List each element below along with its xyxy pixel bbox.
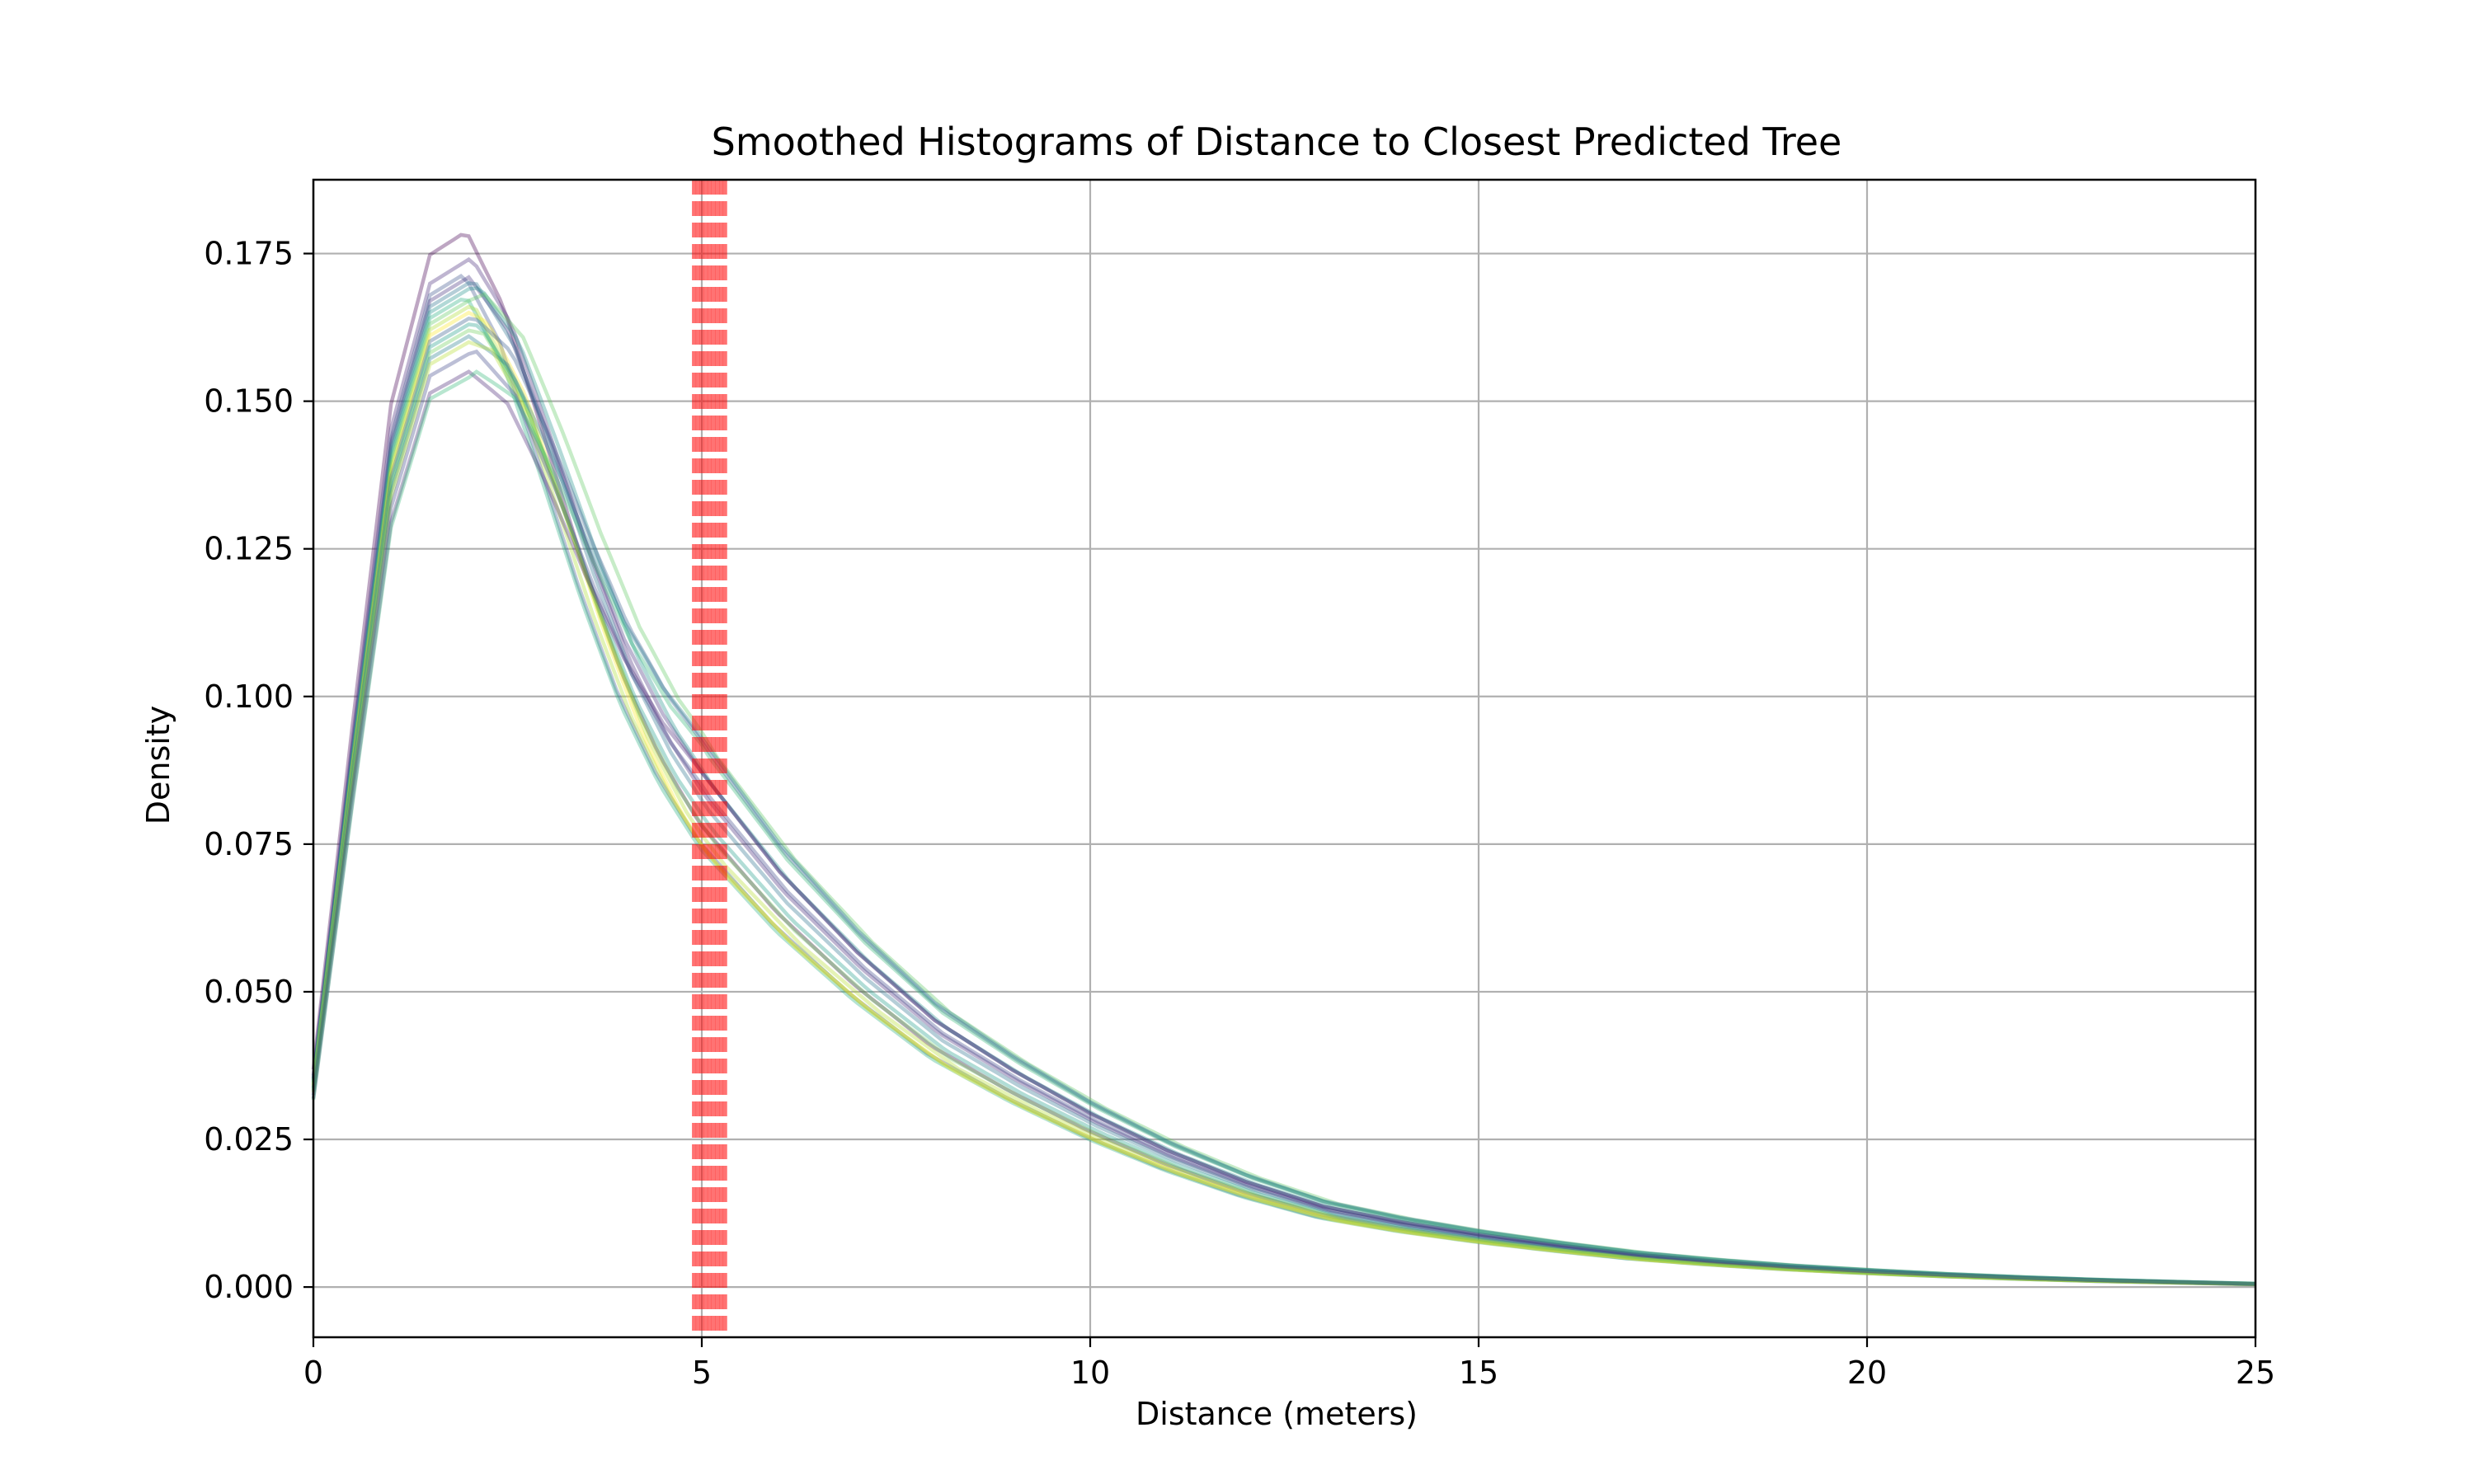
- density-curve: [311, 286, 2256, 1286]
- density-curve: [311, 334, 2256, 1286]
- density-curve: [311, 310, 2256, 1286]
- y-tick-label: 0.125: [204, 531, 294, 567]
- x-axis-label: Distance (meters): [1136, 1396, 1418, 1432]
- y-tick-label: 0.175: [204, 236, 294, 272]
- density-curve: [311, 292, 2256, 1286]
- y-axis-label: Density: [140, 706, 176, 824]
- density-curve: [311, 349, 2256, 1286]
- threshold-lines: [692, 180, 727, 1337]
- y-tick-label: 0.100: [204, 679, 294, 715]
- density-curve: [311, 232, 2256, 1286]
- density-curve: [311, 369, 2256, 1286]
- density-curve: [311, 369, 2256, 1286]
- x-tick-label: 10: [1070, 1355, 1110, 1391]
- density-curve: [311, 328, 2256, 1286]
- x-tick-label: 15: [1459, 1355, 1498, 1391]
- density-curve: [311, 304, 2256, 1287]
- y-tick-label: 0.150: [204, 383, 294, 420]
- x-tick-label: 0: [303, 1355, 323, 1391]
- y-tick-label: 0.050: [204, 974, 294, 1010]
- y-tick-label: 0.000: [204, 1269, 294, 1305]
- density-curve: [311, 316, 2256, 1286]
- density-curve: [311, 322, 2256, 1286]
- y-tick-label: 0.025: [204, 1121, 294, 1158]
- density-curve: [311, 275, 2256, 1286]
- x-tick-label: 5: [692, 1355, 712, 1391]
- x-tick-label: 20: [1847, 1355, 1887, 1391]
- density-curve: [311, 256, 2256, 1286]
- plot-frame: [312, 178, 2257, 1339]
- density-curves: [311, 232, 2256, 1287]
- x-tick-label: 25: [2236, 1355, 2275, 1391]
- chart-title: Smoothed Histograms of Distance to Close…: [712, 120, 1842, 164]
- axis-ticks: 0 5 10 15 20 25 0.000 0.025 0.050 0.075 0.100 0.125…: [204, 236, 2275, 1391]
- density-curve: [311, 273, 2255, 1287]
- y-tick-label: 0.075: [204, 826, 294, 862]
- density-curve: [311, 297, 2256, 1287]
- density-curve: [311, 340, 2256, 1286]
- density-curve: [311, 281, 2256, 1286]
